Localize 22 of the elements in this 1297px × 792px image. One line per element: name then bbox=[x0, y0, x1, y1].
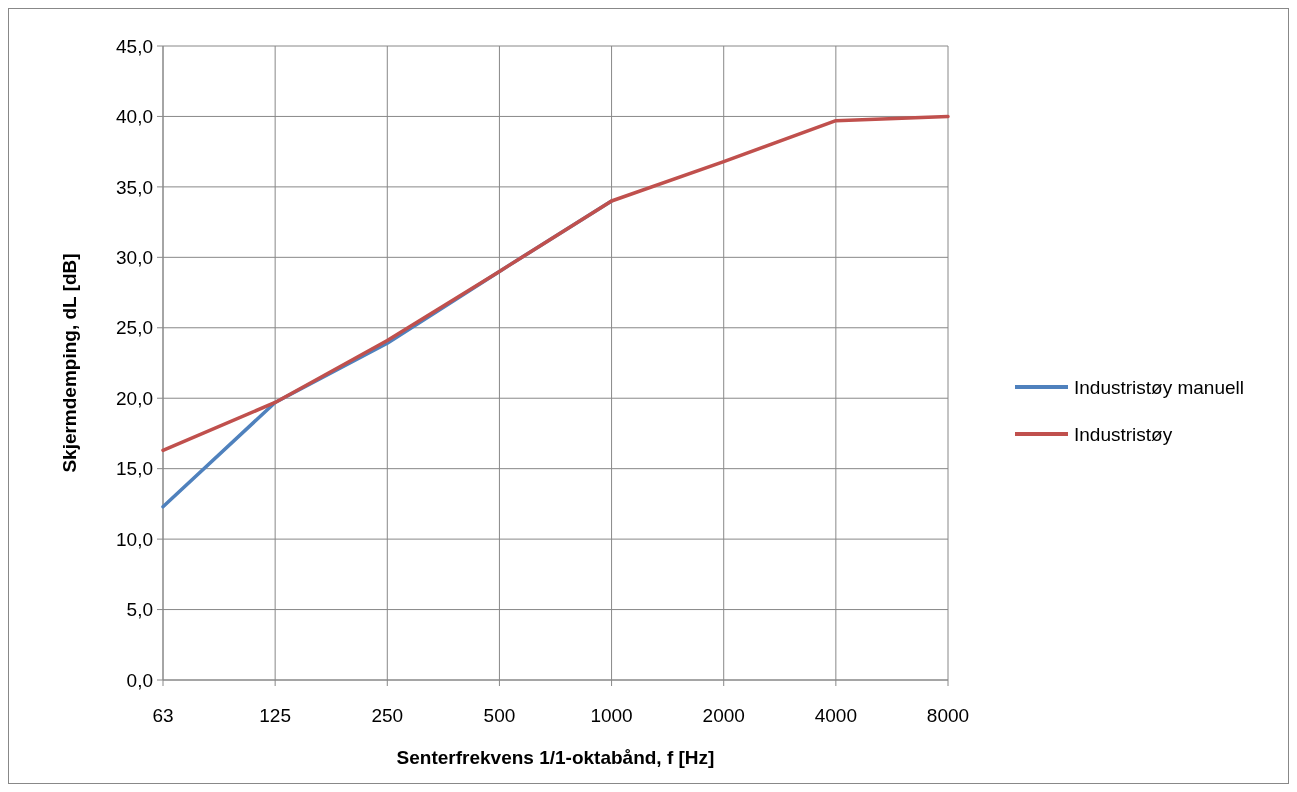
x-tick-label: 8000 bbox=[926, 705, 970, 726]
y-axis-title: Skjermdemping, dL [dB] bbox=[59, 253, 80, 473]
y-tick-label: 45,0 bbox=[116, 35, 153, 57]
x-tick-label: 2000 bbox=[702, 705, 745, 726]
y-tick-label: 25,0 bbox=[116, 317, 153, 339]
x-tick-label: 63 bbox=[152, 705, 174, 726]
legend-label: Industristøy manuell bbox=[1074, 376, 1245, 398]
x-tick-label: 500 bbox=[483, 705, 516, 726]
y-tick-label: 10,0 bbox=[116, 528, 153, 550]
x-tick-label: 4000 bbox=[814, 705, 857, 726]
legend-label: Industristøy bbox=[1074, 423, 1173, 445]
x-tick-label: 1000 bbox=[590, 705, 633, 726]
y-tick-label: 35,0 bbox=[116, 176, 153, 198]
y-tick-label: 15,0 bbox=[116, 458, 153, 480]
x-tick-label: 125 bbox=[259, 705, 291, 726]
x-axis-title: Senterfrekvens 1/1-oktabånd, f [Hz] bbox=[396, 747, 715, 768]
x-tick-label: 250 bbox=[371, 705, 404, 726]
y-tick-label: 20,0 bbox=[116, 387, 153, 409]
y-tick-label: 30,0 bbox=[116, 246, 153, 268]
y-tick-label: 5,0 bbox=[126, 599, 153, 621]
y-tick-label: 0,0 bbox=[126, 669, 153, 691]
y-tick-label: 40,0 bbox=[116, 106, 153, 128]
